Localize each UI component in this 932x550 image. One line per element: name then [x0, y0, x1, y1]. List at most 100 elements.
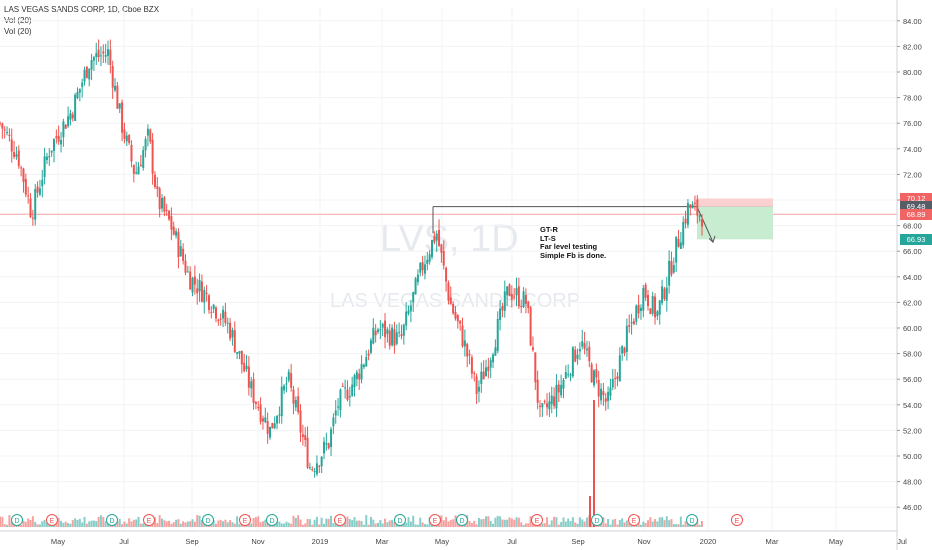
- volume-bar: [290, 523, 293, 527]
- volume-bar: [60, 520, 63, 527]
- volume-bar: [485, 516, 487, 527]
- candle-body: [456, 315, 459, 322]
- volume-bar: [569, 521, 572, 527]
- candle-body: [621, 345, 624, 354]
- price-tick-label: 58.00: [903, 350, 922, 359]
- volume-bar: [454, 515, 457, 527]
- volume-bar: [639, 524, 642, 527]
- candle-body: [419, 262, 422, 273]
- event-marker-label: E: [147, 518, 152, 525]
- candle-body: [55, 136, 58, 139]
- volume-bar: [365, 515, 368, 527]
- volume-bar: [311, 524, 314, 527]
- volume-bar: [24, 521, 27, 527]
- volume-bar: [506, 519, 509, 527]
- price-axis-bg: [897, 0, 932, 550]
- volume-bar: [543, 523, 546, 527]
- time-tick-label: Sep: [185, 537, 198, 546]
- short-position-tool[interactable]: [0, 198, 897, 244]
- price-tick-label: 50.00: [903, 452, 922, 461]
- candle-body: [571, 347, 574, 377]
- volume-bar: [546, 517, 549, 527]
- candle-body: [165, 209, 168, 211]
- volume-bar: [177, 519, 180, 527]
- candle-body: [672, 265, 675, 273]
- volume-bar: [426, 524, 429, 527]
- volume-bar: [78, 518, 81, 527]
- candle-body: [642, 288, 645, 311]
- volume-bar: [644, 522, 647, 527]
- candle-body: [240, 350, 243, 365]
- candle-body: [57, 135, 60, 142]
- volume-bar: [351, 520, 354, 527]
- candle-body: [377, 329, 379, 332]
- candle-body: [583, 343, 586, 350]
- volume-bar: [661, 517, 664, 527]
- candle-body: [637, 304, 640, 314]
- volume-bar: [698, 524, 701, 527]
- candle-body: [355, 372, 358, 380]
- volume-bar: [252, 518, 255, 527]
- candle-body: [254, 401, 257, 404]
- volume-bar: [313, 519, 316, 527]
- candle-body: [222, 309, 225, 319]
- event-marker-label: E: [50, 518, 55, 525]
- time-tick-label: Jul: [119, 537, 129, 546]
- volume-bar: [649, 517, 652, 527]
- volume-bar: [200, 519, 203, 527]
- candle-body: [470, 357, 473, 374]
- volume-bar: [179, 523, 182, 527]
- volume-bar: [416, 524, 419, 527]
- candle-body: [31, 217, 34, 219]
- candle-body: [207, 295, 210, 310]
- volume-bar: [367, 524, 370, 527]
- event-marker-label: E: [632, 518, 637, 525]
- candle-body: [386, 329, 389, 334]
- candle-body: [266, 421, 269, 434]
- trade-note: GT-R LT-S Far level testing Simple Fb is…: [540, 225, 606, 260]
- volume-bar: [377, 522, 379, 527]
- event-marker-label: E: [735, 518, 740, 525]
- candle-body: [74, 94, 77, 122]
- candle-body: [13, 151, 16, 157]
- volume-bar: [1, 516, 4, 527]
- event-marker: [143, 514, 155, 526]
- volume-bar: [215, 523, 217, 527]
- candle-body: [299, 410, 302, 433]
- volume-bar: [473, 520, 476, 527]
- volume-bar: [254, 517, 257, 527]
- candle-body: [639, 307, 642, 311]
- event-marker: [202, 514, 214, 526]
- price-tick-label: 84.00: [903, 17, 922, 26]
- candle-body: [97, 49, 100, 58]
- candle-body: [574, 349, 577, 362]
- volume-bar: [475, 524, 478, 527]
- volume-bar: [45, 522, 48, 527]
- candle-body: [416, 274, 419, 283]
- candle-body: [311, 469, 314, 471]
- volume-bar: [557, 524, 560, 527]
- candle-body: [693, 202, 696, 204]
- volume-bar: [658, 517, 661, 527]
- candle-body: [139, 164, 142, 167]
- volume-bar: [656, 521, 659, 527]
- candle-body: [611, 379, 614, 388]
- time-axis[interactable]: May Jul Sep Nov 2019 Mar May Jul Sep Nov 2020 Mar Ma…: [0, 530, 907, 546]
- volume-bar: [81, 522, 84, 527]
- candle-body: [308, 467, 311, 469]
- volume-bar: [679, 516, 682, 527]
- volume-bar: [57, 517, 60, 527]
- candle-body: [41, 179, 44, 187]
- candle-body: [269, 426, 271, 438]
- candle-body: [337, 406, 340, 408]
- candle-body: [661, 286, 664, 304]
- candle-body: [585, 348, 588, 351]
- volume-bar: [618, 520, 621, 527]
- candle-body: [290, 373, 293, 388]
- price-tick-label: 54.00: [903, 401, 922, 410]
- candle-body: [261, 418, 264, 422]
- volume-bar: [118, 518, 121, 527]
- candle-body: [177, 232, 180, 258]
- price-axis[interactable]: 84.0082.0080.0078.0076.0074.0072.0070.00…: [896, 0, 932, 550]
